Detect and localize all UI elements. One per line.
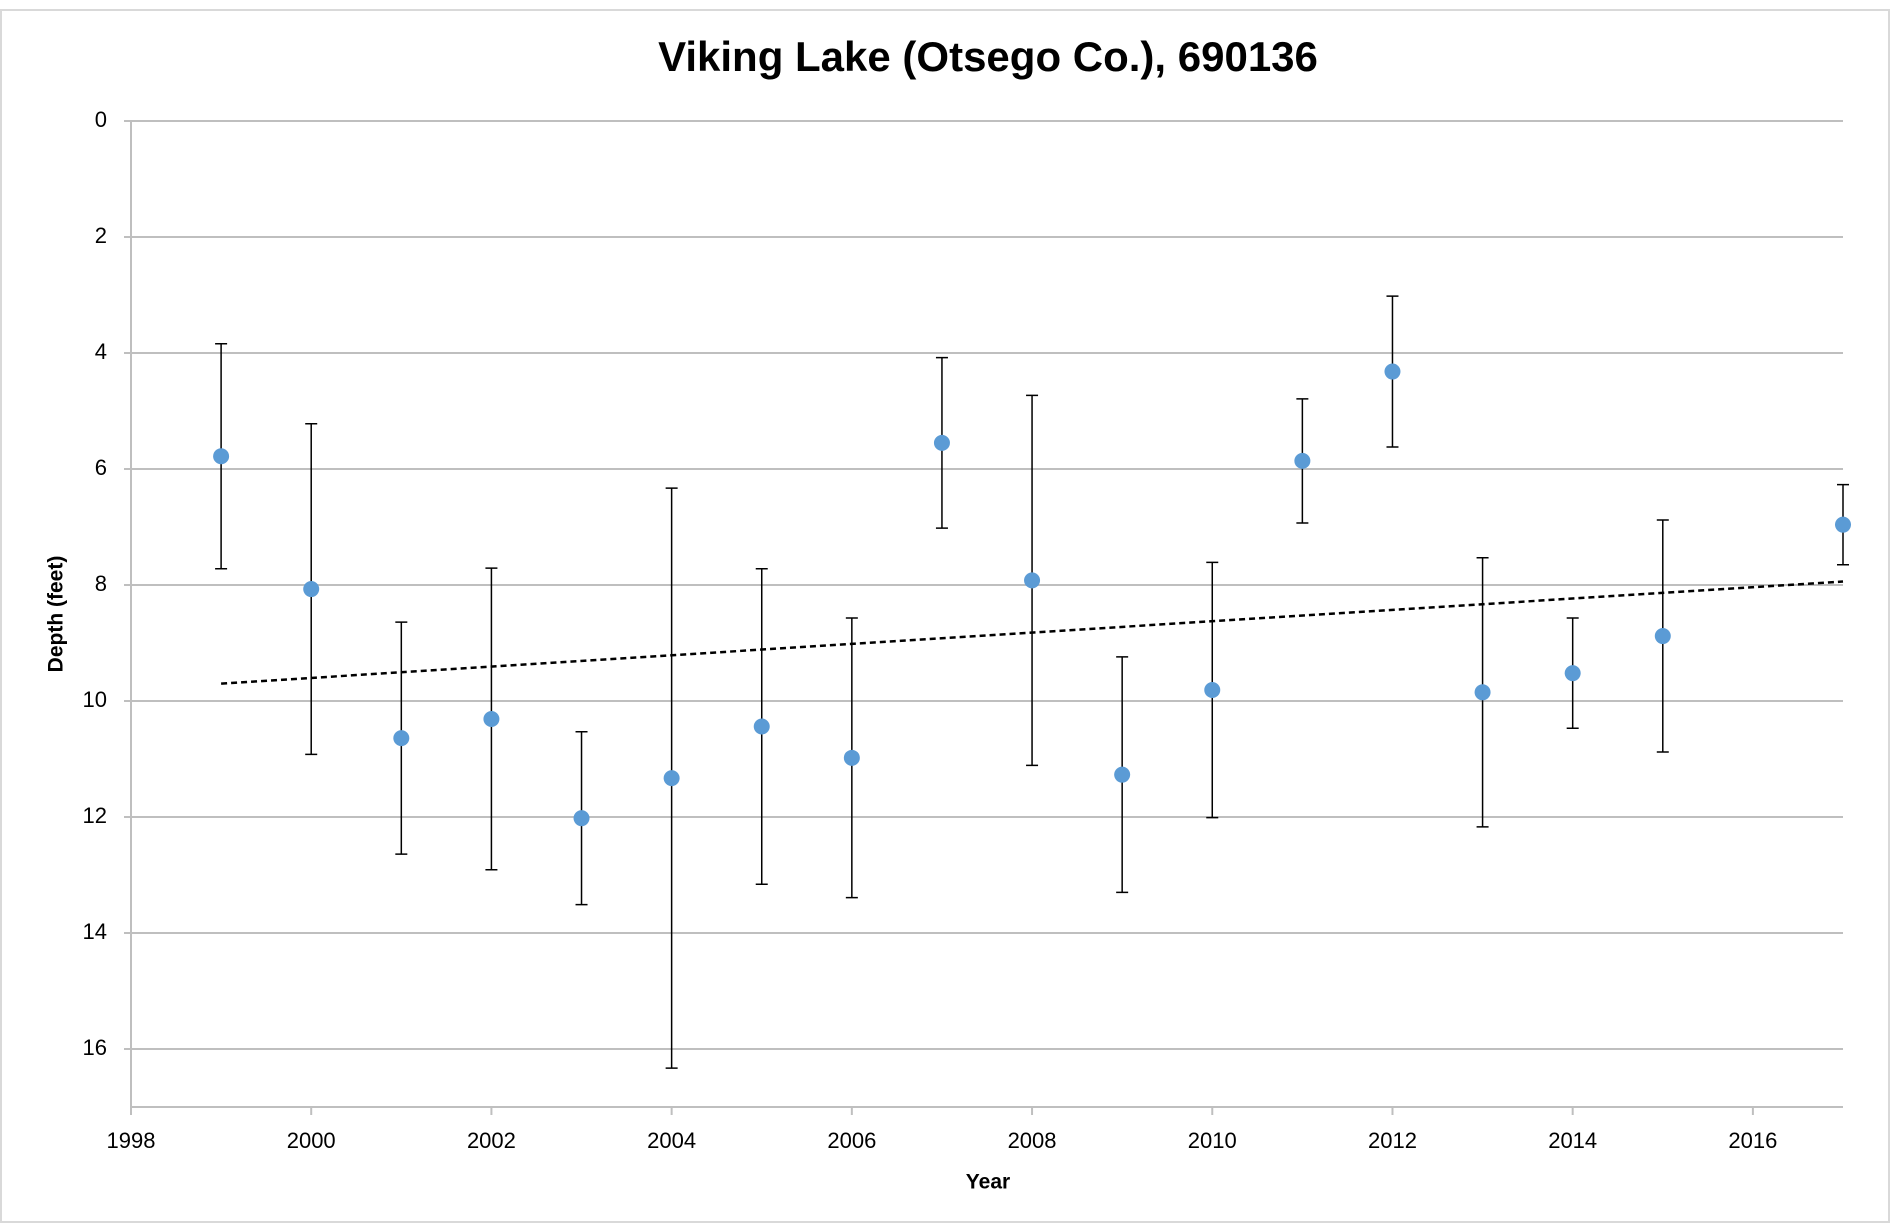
data-point [213,448,230,465]
x-tick-label: 1998 [107,1128,156,1153]
y-tick-label: 10 [83,687,107,712]
data-point [1654,628,1671,645]
x-tick-label: 2008 [1008,1128,1057,1153]
y-tick-label: 8 [95,571,107,596]
y-tick-label: 14 [83,919,107,944]
data-point [1384,363,1401,380]
x-tick-label: 2004 [647,1128,696,1153]
y-tick-label: 16 [83,1035,107,1060]
x-tick-label: 2014 [1548,1128,1597,1153]
data-point [753,718,770,735]
chart-border [0,9,1890,1223]
data-point [1835,516,1851,533]
y-tick-label: 4 [95,339,107,364]
data-point [843,749,860,766]
data-point [573,810,590,827]
data-point [1204,681,1221,698]
data-point [663,770,680,787]
x-axis-label: Year [966,1171,1010,1194]
data-point [1294,452,1311,469]
data-point [933,434,950,451]
data-point [1474,684,1491,701]
y-axis-label: Depth (feet) [45,556,68,673]
x-tick-label: 2000 [287,1128,336,1153]
data-point [1114,766,1131,783]
data-point [1564,665,1581,682]
chart-title: Viking Lake (Otsego Co.), 690136 [658,33,1318,80]
y-tick-label: 6 [95,455,107,480]
data-point [393,730,410,747]
y-tick-label: 12 [83,803,107,828]
data-point [483,710,500,727]
y-tick-label: 2 [95,223,107,248]
x-tick-label: 2010 [1188,1128,1237,1153]
data-point [303,581,320,598]
x-tick-label: 2012 [1368,1128,1417,1153]
x-tick-label: 2016 [1728,1128,1777,1153]
trendline [221,580,1844,685]
x-tick-label: 2002 [467,1128,516,1153]
x-tick-label: 2006 [827,1128,876,1153]
y-tick-label: 0 [95,107,107,132]
data-point [1024,572,1041,589]
